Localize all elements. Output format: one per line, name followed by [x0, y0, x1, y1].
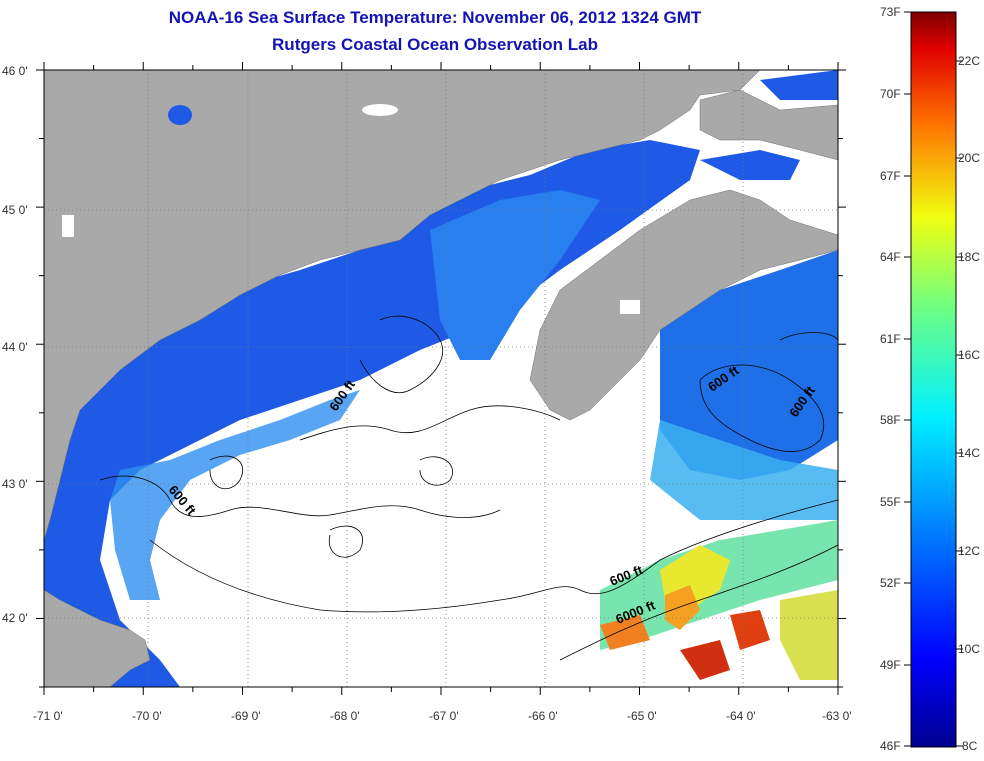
colorbar-f-label: 58F: [880, 413, 901, 427]
sst-bay-of-fundy: [430, 190, 600, 360]
colorbar-c-label: 14C: [958, 446, 980, 460]
sst-upper-cape-breton: [700, 150, 800, 180]
lon-label: -70 0': [132, 709, 162, 723]
land-cape-cod: [44, 589, 151, 687]
colorbar-c-label: 10C: [958, 642, 980, 656]
sst-hot-patch-1: [680, 640, 730, 680]
lon-label: -71 0': [33, 709, 63, 723]
land-island-1: [362, 104, 398, 116]
cloud-speck-2: [620, 300, 640, 314]
colorbar: [910, 11, 957, 748]
colorbar-f-label: 55F: [880, 495, 901, 509]
sst-scotian-mid: [650, 420, 838, 520]
land-nova-scotia: [529, 189, 838, 421]
land-island-2: [168, 105, 192, 125]
land-new-england: [44, 70, 761, 541]
lon-label: -63 0': [822, 709, 852, 723]
lon-label: -68 0': [330, 709, 360, 723]
colorbar-f-label: 61F: [880, 332, 901, 346]
land-cape-breton: [699, 89, 838, 161]
sst-hot-patch-2: [730, 610, 770, 650]
lon-label: -65 0': [627, 709, 657, 723]
lon-label: -66 0': [528, 709, 558, 723]
lat-label: 42 0': [2, 611, 28, 625]
colorbar-f-label: 64F: [880, 250, 901, 264]
colorbar-c-label: 16C: [958, 348, 980, 362]
axis-ticks: [36, 62, 846, 695]
colorbar-f-label: 70F: [880, 87, 901, 101]
sst-mid-coastal: [110, 390, 360, 600]
colorbar-c-label: 8C: [962, 739, 978, 753]
colorbar-f-label: 67F: [880, 169, 901, 183]
colorbar-c-label: 18C: [958, 250, 980, 264]
colorbar-f-label: 52F: [880, 576, 901, 590]
lat-label: 43 0': [2, 477, 28, 491]
cloud-speck-1: [62, 215, 74, 237]
bathymetry-contours: [99, 315, 838, 661]
colorbar-ticks: [904, 11, 963, 747]
lat-label: 45 0': [2, 203, 28, 217]
colorbar-c-label: 12C: [958, 544, 980, 558]
lat-label: 46 0': [2, 64, 28, 78]
sst-warm-patch-3: [780, 590, 838, 680]
sst-warm-orange: [665, 585, 700, 630]
colorbar-f-label: 46F: [880, 739, 901, 753]
lon-label: -64 0': [726, 709, 756, 723]
colorbar-f-label: 49F: [880, 658, 901, 672]
map-subtitle: Rutgers Coastal Ocean Observation Lab: [272, 35, 598, 54]
colorbar-f-label: 73F: [880, 5, 901, 19]
graticule: [44, 70, 838, 687]
lon-label: -69 0': [231, 709, 261, 723]
colorbar-c-label: 20C: [958, 151, 980, 165]
sst-gulf-top: [760, 70, 838, 100]
colorbar-c-label: 22C: [958, 54, 980, 68]
lat-label: 44 0': [2, 340, 28, 354]
map-title: NOAA-16 Sea Surface Temperature: Novembe…: [168, 8, 702, 27]
lon-label: -67 0': [429, 709, 459, 723]
